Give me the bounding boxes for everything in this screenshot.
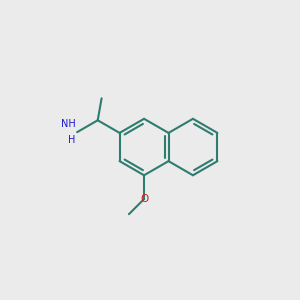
Text: O: O [140,194,148,204]
Text: H: H [68,135,76,145]
Text: NH: NH [61,119,76,129]
